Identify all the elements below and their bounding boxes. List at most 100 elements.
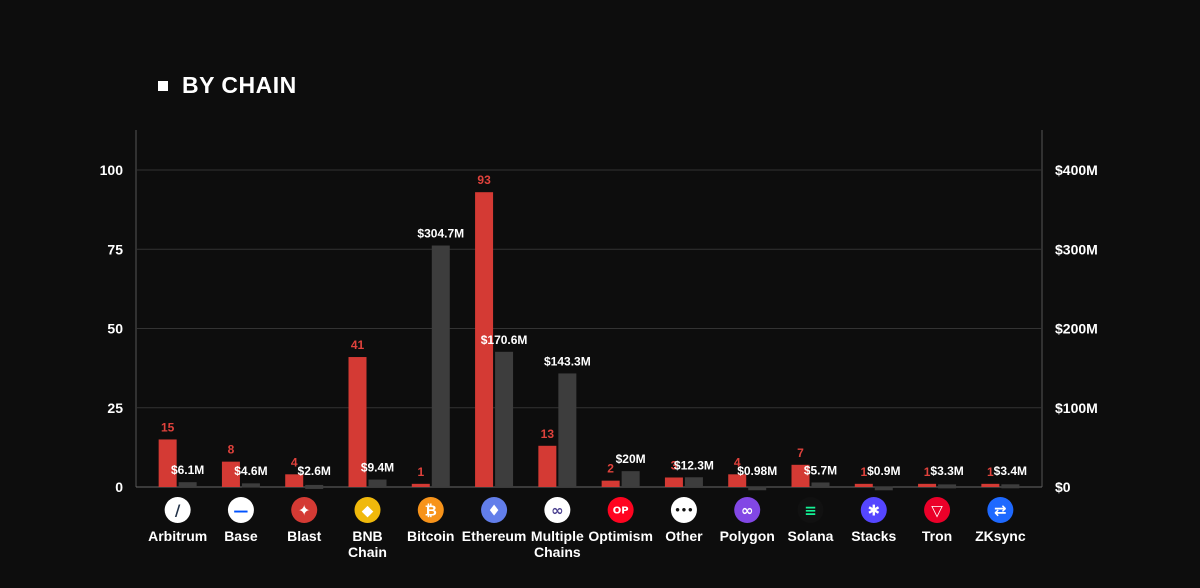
tron-icon	[924, 497, 951, 523]
right-tick-label: $200M	[1055, 321, 1098, 337]
category-label: Optimism	[588, 528, 653, 544]
count-bar	[285, 474, 304, 487]
count-label: 13	[541, 427, 555, 441]
chart-title: BY CHAIN	[158, 72, 297, 99]
category-label: Stacks	[851, 528, 896, 544]
arbitrum-icon-glyph: /	[175, 501, 181, 519]
value-bar	[684, 477, 703, 487]
polygon-icon-glyph: ∞	[741, 501, 754, 519]
value-label: $3.3M	[930, 464, 963, 478]
multiple-chains-icon-glyph: ∞	[551, 501, 564, 519]
count-label: 1	[417, 465, 424, 479]
category-label: Chains	[534, 544, 581, 560]
value-bar	[938, 484, 957, 489]
left-tick-label: 25	[107, 400, 123, 416]
optimism-icon	[607, 497, 634, 523]
count-bar	[791, 464, 810, 487]
count-label: 4	[291, 455, 298, 469]
category-label: Solana	[788, 528, 834, 544]
left-tick-label: 75	[107, 241, 123, 257]
value-label: $0.98M	[737, 464, 777, 478]
value-bar	[368, 479, 387, 487]
category-label: BNB	[352, 528, 382, 544]
value-label: $304.7M	[417, 227, 464, 241]
optimism-icon-glyph: OP	[613, 506, 629, 517]
count-bar	[601, 480, 620, 487]
ethereum-icon	[481, 497, 508, 523]
base-icon-glyph: —	[233, 501, 248, 519]
multiple-chains-icon	[544, 497, 571, 523]
bitcoin-icon	[417, 497, 444, 523]
value-label: $170.6M	[481, 333, 528, 347]
count-bar	[348, 357, 367, 487]
category-label: Bitcoin	[407, 528, 454, 544]
category-label: Other	[665, 528, 703, 544]
value-bar	[431, 245, 450, 487]
ethereum-icon-glyph: ♦	[487, 501, 500, 519]
count-label: 41	[351, 338, 365, 352]
count-label: 1	[924, 465, 931, 479]
category-label: Polygon	[720, 528, 775, 544]
value-bar	[495, 351, 514, 487]
bnb-chain-icon-glyph: ◆	[362, 501, 374, 519]
count-bar	[981, 483, 1000, 487]
category-label: Multiple	[531, 528, 584, 544]
count-bar	[728, 474, 747, 487]
left-tick-label: 0	[115, 479, 123, 495]
blast-icon-glyph: ✦	[298, 501, 311, 519]
value-label: $6.1M	[171, 463, 204, 477]
stacks-icon-glyph: ✱	[867, 501, 880, 519]
value-label: $4.6M	[234, 464, 267, 478]
value-bar	[811, 482, 830, 487]
left-tick-label: 50	[107, 321, 123, 337]
value-bar	[1001, 484, 1020, 489]
value-label: $5.7M	[804, 463, 837, 477]
other-icon	[670, 497, 697, 523]
count-bar	[538, 445, 557, 487]
category-label: Base	[224, 528, 258, 544]
count-bar	[221, 461, 240, 487]
value-label: $12.3M	[674, 458, 714, 472]
other-icon-glyph: •••	[674, 506, 693, 517]
solana-icon-glyph: ≡	[804, 501, 817, 519]
value-label: $2.6M	[298, 464, 331, 478]
count-bar	[854, 483, 873, 487]
category-label: Ethereum	[462, 528, 527, 544]
count-label: 4	[734, 455, 741, 469]
value-bar	[178, 482, 197, 487]
count-label: 2	[607, 462, 614, 476]
count-label: 1	[860, 465, 867, 479]
value-label: $9.4M	[361, 461, 394, 475]
category-label: Arbitrum	[148, 528, 207, 544]
value-bar	[241, 483, 260, 488]
polygon-icon	[734, 497, 761, 523]
left-tick-label: 100	[100, 162, 124, 178]
count-bar	[475, 192, 494, 487]
count-label: 8	[228, 443, 235, 457]
category-label: Blast	[287, 528, 322, 544]
right-tick-label: $0	[1055, 479, 1071, 495]
value-bar	[305, 484, 324, 489]
arbitrum-icon	[164, 497, 191, 523]
chart-title-text: BY CHAIN	[182, 72, 297, 98]
bitcoin-icon-glyph: ₿	[425, 501, 437, 519]
blast-icon	[291, 497, 318, 523]
right-tick-label: $100M	[1055, 400, 1098, 416]
count-label: 1	[987, 465, 994, 479]
right-tick-label: $300M	[1055, 241, 1098, 257]
category-label: Chain	[348, 544, 387, 560]
zksync-icon	[987, 497, 1014, 523]
count-bar	[664, 477, 683, 487]
value-label: $143.3M	[544, 354, 591, 368]
count-label: 15	[161, 420, 175, 434]
value-bar	[558, 373, 577, 487]
right-tick-label: $400M	[1055, 162, 1098, 178]
zksync-icon-glyph: ⇄	[994, 501, 1007, 519]
value-bar	[621, 471, 640, 487]
value-label: $3.4M	[994, 464, 1027, 478]
title-bullet	[158, 80, 168, 91]
category-label: Tron	[922, 528, 952, 544]
tron-icon-glyph: ▽	[931, 501, 943, 519]
count-bar	[411, 483, 430, 487]
